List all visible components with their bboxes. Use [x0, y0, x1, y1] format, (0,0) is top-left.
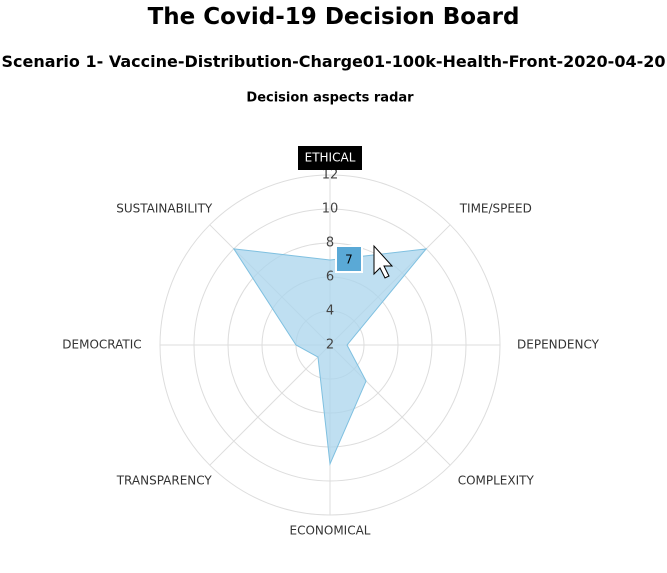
tooltip-box: [335, 245, 363, 273]
y-tick-label: 12: [322, 168, 339, 183]
label-box: [298, 146, 362, 170]
category-label: COMPLEXITY: [458, 473, 535, 487]
y-tick-label: 2: [326, 338, 334, 353]
y-tick-label: 4: [326, 304, 334, 319]
spoke: [209, 344, 331, 466]
category-label: ETHICAL: [305, 151, 356, 165]
y-tick-label: 8: [326, 236, 334, 251]
cursor: [373, 244, 394, 279]
y-tick-label: 6: [326, 270, 334, 285]
page-subtitle: Scenario 1- Vaccine-Distribution-Charge0…: [1, 52, 666, 71]
page-title: The Covid-19 Decision Board: [147, 4, 520, 30]
category-label: SUSTAINABILITY: [116, 202, 213, 216]
y-tick-label: 10: [322, 202, 339, 217]
category-label: DEMOCRATIC: [62, 338, 141, 352]
category-label: DEPENDENCY: [517, 338, 600, 352]
category-label: ECONOMICAL: [290, 524, 371, 538]
chart-title: Decision aspects radar: [246, 91, 414, 106]
category-label: TIME/SPEED: [459, 202, 532, 216]
tooltip-value: 7: [345, 253, 353, 267]
radar-area: [232, 248, 428, 466]
category-label: TRANSPARENCY: [116, 473, 213, 487]
